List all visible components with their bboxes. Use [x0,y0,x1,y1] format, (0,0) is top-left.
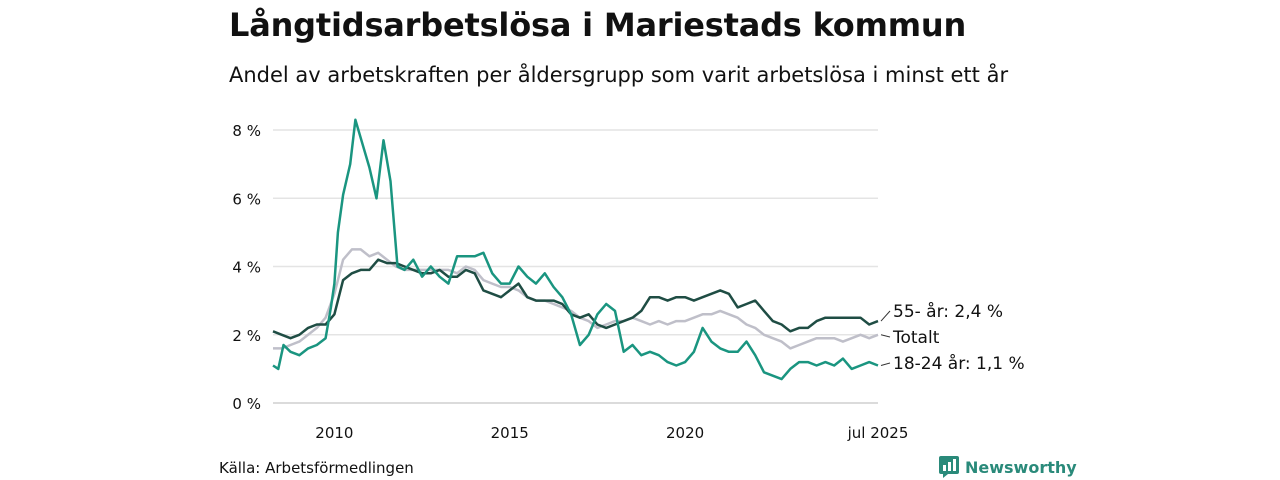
label-leader-line [880,362,891,366]
x-tick-label: 2020 [666,424,704,442]
y-tick-label: 4 % [232,259,261,277]
y-tick-label: 0 % [232,395,261,413]
series-end-label: 18-24 år: 1,1 % [893,353,1025,374]
y-tick-label: 2 % [232,327,261,345]
y-tick-label: 6 % [232,190,261,208]
brand-name: Newsworthy [965,457,1077,477]
series-line-18-24 [272,118,879,381]
y-tick-label: 8 % [232,122,261,140]
x-tick-label: 2010 [315,424,353,442]
x-tick-label: jul 2025 [847,424,909,442]
brand[interactable]: Newsworthy [939,456,1077,478]
series-end-label: Totalt [892,328,940,348]
label-leader-line [880,334,891,338]
series-end-label: 55- år: 2,4 % [893,301,1003,322]
chart-subtitle: Andel av arbetskraften per åldersgrupp s… [229,63,1009,87]
x-tick-label: 2015 [491,424,529,442]
label-leader-line [880,310,891,322]
series-line-totalt [273,248,879,350]
chart-title: Långtidsarbetslösa i Mariestads kommun [229,6,967,44]
newsworthy-logo-icon [939,456,959,478]
source-note: Källa: Arbetsförmedlingen [219,459,414,477]
series-line-55 [272,258,879,340]
